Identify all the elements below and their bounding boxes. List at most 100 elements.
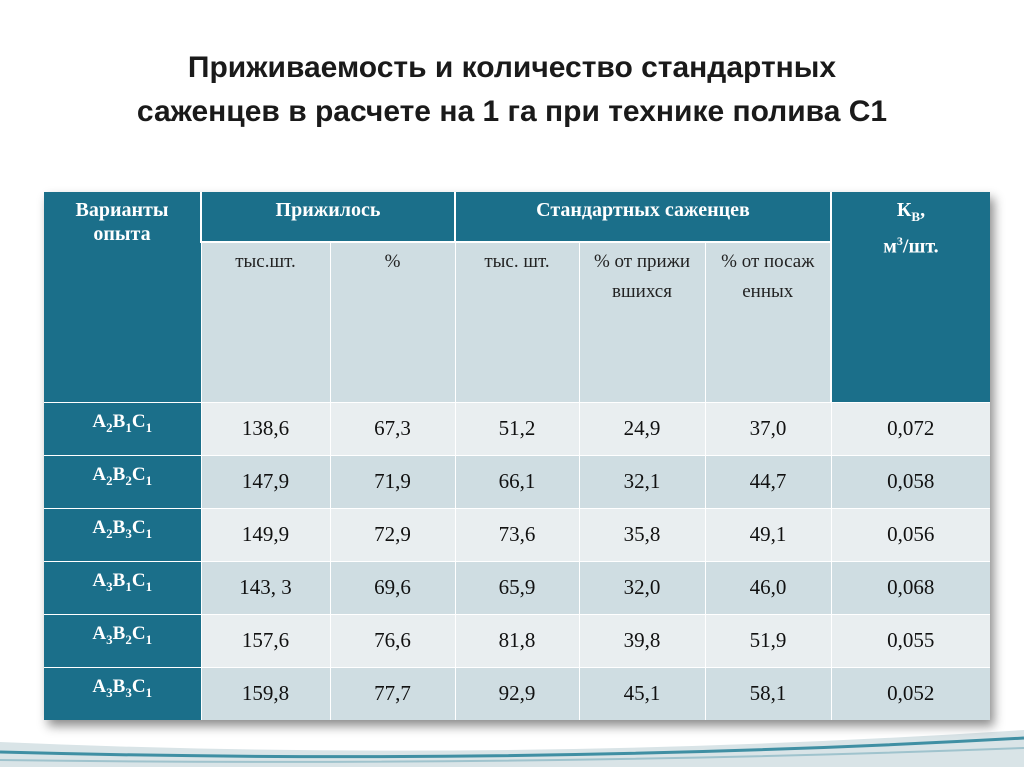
kv-unit-exp: 3 [896, 234, 903, 248]
row-label-subscript: 3 [125, 525, 132, 541]
cell-survived-thousands: 149,9 [200, 507, 330, 561]
row-label-letter: C [131, 675, 146, 697]
cell-survived-percent: 69,6 [329, 560, 455, 614]
row-label-letter: B [112, 410, 126, 432]
row-label-subscript: 3 [106, 631, 113, 647]
table-row: A3B3C1 159,8 77,7 92,9 45,1 58,1 0,052 [44, 666, 990, 720]
cell-survived-thousands: 143, 3 [200, 560, 330, 614]
cell-percent-of-planted: 46,0 [704, 560, 831, 614]
title-line-2: саженцев в расчете на 1 га при технике п… [136, 95, 888, 128]
cell-survived-thousands: 138,6 [200, 401, 330, 455]
table-row: A3B1C1 143, 3 69,6 65,9 32,0 46,0 0,068 [44, 560, 990, 614]
cell-percent-of-survived: 32,1 [578, 454, 705, 508]
row-label-subscript: 1 [145, 578, 153, 594]
row-label-subscript: 3 [106, 578, 113, 594]
data-table: Варианты опыта Прижилось Стандартных саж… [44, 192, 990, 720]
header-survived: Прижилось [200, 192, 455, 243]
cell-percent-of-survived: 35,8 [578, 507, 705, 561]
subheader-percent-of-planted: % от посаженных [704, 242, 831, 402]
table-row: A2B1C1 138,6 67,3 51,2 24,9 37,0 0,072 [44, 401, 990, 455]
row-label-subscript: 2 [125, 631, 132, 647]
row-label-letter: A [92, 622, 107, 644]
row-label-letter: C [131, 410, 146, 432]
cell-kv: 0,056 [830, 507, 990, 561]
cell-kv: 0,052 [830, 666, 990, 720]
cell-standard-thousands: 66,1 [454, 454, 579, 508]
cell-survived-thousands: 147,9 [200, 454, 330, 508]
row-label-subscript: 1 [125, 419, 132, 435]
row-label-subscript: 1 [145, 631, 153, 647]
cell-percent-of-planted: 58,1 [704, 666, 831, 720]
cell-standard-thousands: 81,8 [454, 613, 579, 667]
cell-percent-of-planted: 44,7 [704, 454, 831, 508]
subheader-survived-thousands: тыс.шт. [200, 242, 330, 402]
row-label-letter: A [92, 675, 107, 697]
row-label-subscript: 2 [106, 472, 113, 488]
cell-percent-of-survived: 39,8 [578, 613, 705, 667]
row-label: A3B1C1 [44, 560, 201, 614]
cell-kv: 0,055 [830, 613, 990, 667]
cell-survived-percent: 71,9 [329, 454, 455, 508]
cell-kv: 0,068 [830, 560, 990, 614]
row-label: A2B1C1 [44, 401, 201, 455]
cell-percent-of-survived: 45,1 [578, 666, 705, 720]
cell-kv: 0,058 [830, 454, 990, 508]
title-line-1: Приживаемость и количество стандартных [187, 51, 837, 84]
subheader-survived-percent: % [329, 242, 455, 402]
row-label-subscript: 3 [106, 684, 113, 700]
header-variants: Варианты опыта [44, 192, 201, 402]
row-label-subscript: 1 [125, 578, 132, 594]
row-label-subscript: 2 [106, 419, 113, 435]
table-row: A3B2C1 157,6 76,6 81,8 39,8 51,9 0,055 [44, 613, 990, 667]
row-label-subscript: 1 [145, 684, 153, 700]
row-label-letter: B [112, 675, 126, 697]
subheader-row: тыс.шт. % тыс. шт. % от прижившихся % от… [44, 242, 990, 402]
row-label-letter: C [131, 463, 146, 485]
kv-letter: К [896, 199, 912, 221]
subheader-percent-of-survived: % от прижившихся [578, 242, 705, 402]
cell-survived-thousands: 159,8 [200, 666, 330, 720]
cell-percent-of-planted: 49,1 [704, 507, 831, 561]
cell-percent-of-planted: 51,9 [704, 613, 831, 667]
row-label-letter: B [112, 516, 126, 538]
cell-survived-percent: 76,6 [329, 613, 455, 667]
row-label-letter: B [112, 622, 126, 644]
table-row: A2B3C1 149,9 72,9 73,6 35,8 49,1 0,056 [44, 507, 990, 561]
header-standard: Стандартных саженцев [454, 192, 831, 243]
table-row: A2B2C1 147,9 71,9 66,1 32,1 44,7 0,058 [44, 454, 990, 508]
row-label-letter: A [92, 463, 107, 485]
cell-survived-percent: 67,3 [329, 401, 455, 455]
cell-standard-thousands: 73,6 [454, 507, 579, 561]
row-label: A3B2C1 [44, 613, 201, 667]
kv-comma: , [920, 199, 926, 221]
row-label-letter: C [131, 516, 146, 538]
row-label-subscript: 2 [106, 525, 113, 541]
cell-survived-thousands: 157,6 [200, 613, 330, 667]
row-label-letter: A [92, 516, 107, 538]
row-label: A3B3C1 [44, 666, 201, 720]
header-kv: КВ, м3/шт. [830, 192, 990, 402]
row-label-letter: B [112, 569, 126, 591]
row-label-subscript: 1 [145, 419, 153, 435]
row-label: A2B3C1 [44, 507, 201, 561]
row-label-letter: A [92, 569, 107, 591]
cell-percent-of-planted: 37,0 [704, 401, 831, 455]
kv-unit-rest: /шт. [902, 235, 939, 258]
cell-standard-thousands: 51,2 [454, 401, 579, 455]
row-label-subscript: 1 [145, 472, 153, 488]
row-label-letter: C [131, 569, 146, 591]
subheader-standard-thousands: тыс. шт. [454, 242, 579, 402]
row-label-letter: B [112, 463, 126, 485]
row-label-subscript: 1 [145, 525, 153, 541]
cell-survived-percent: 77,7 [329, 666, 455, 720]
header-row: Варианты опыта Прижилось Стандартных саж… [44, 192, 990, 402]
kv-unit-m: м [883, 235, 897, 258]
slide-title: Приживаемость и количество стандартных с… [30, 46, 994, 134]
kv-subscript: В [911, 209, 921, 224]
row-label: A2B2C1 [44, 454, 201, 508]
cell-standard-thousands: 65,9 [454, 560, 579, 614]
row-label-subscript: 2 [125, 472, 132, 488]
page-curl-decoration [0, 730, 1024, 767]
row-label-letter: C [131, 622, 146, 644]
